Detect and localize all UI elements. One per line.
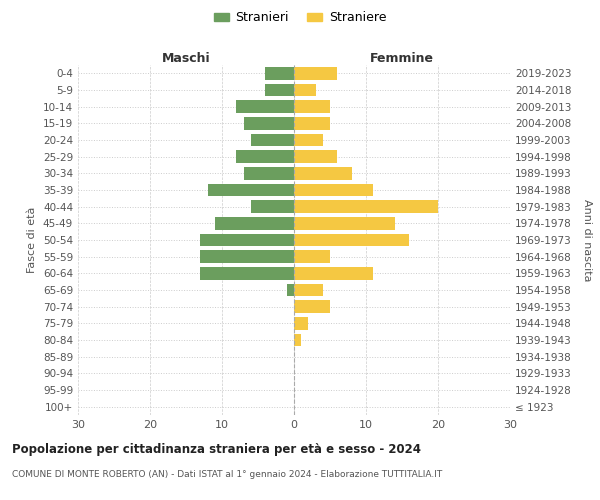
Bar (215, 217, 294, 230)
Bar (265, 67, 294, 80)
Bar (200, 250, 294, 263)
Bar (294, 167, 352, 179)
Bar (294, 334, 301, 346)
Bar (208, 184, 294, 196)
Bar (294, 284, 323, 296)
Bar (294, 100, 330, 113)
Y-axis label: Fasce di età: Fasce di età (28, 207, 37, 273)
Bar (251, 200, 294, 213)
Text: COMUNE DI MONTE ROBERTO (AN) - Dati ISTAT al 1° gennaio 2024 - Elaborazione TUTT: COMUNE DI MONTE ROBERTO (AN) - Dati ISTA… (12, 470, 442, 479)
Bar (294, 134, 323, 146)
Bar (294, 67, 337, 80)
Bar (251, 134, 294, 146)
Bar (294, 267, 373, 280)
Text: Maschi: Maschi (161, 52, 211, 65)
Bar (294, 300, 330, 313)
Bar (244, 167, 294, 179)
Bar (265, 84, 294, 96)
Bar (294, 317, 308, 330)
Bar (294, 150, 337, 163)
Bar (200, 267, 294, 280)
Bar (287, 284, 294, 296)
Bar (294, 250, 330, 263)
Bar (294, 84, 316, 96)
Bar (236, 150, 294, 163)
Y-axis label: Anni di nascita: Anni di nascita (583, 198, 592, 281)
Text: Femmine: Femmine (370, 52, 434, 65)
Bar (200, 234, 294, 246)
Bar (294, 234, 409, 246)
Bar (294, 184, 373, 196)
Bar (294, 200, 438, 213)
Bar (244, 117, 294, 130)
Bar (294, 117, 330, 130)
Legend: Stranieri, Straniere: Stranieri, Straniere (209, 6, 391, 29)
Bar (294, 217, 395, 230)
Bar (236, 100, 294, 113)
Text: Popolazione per cittadinanza straniera per età e sesso - 2024: Popolazione per cittadinanza straniera p… (12, 442, 421, 456)
